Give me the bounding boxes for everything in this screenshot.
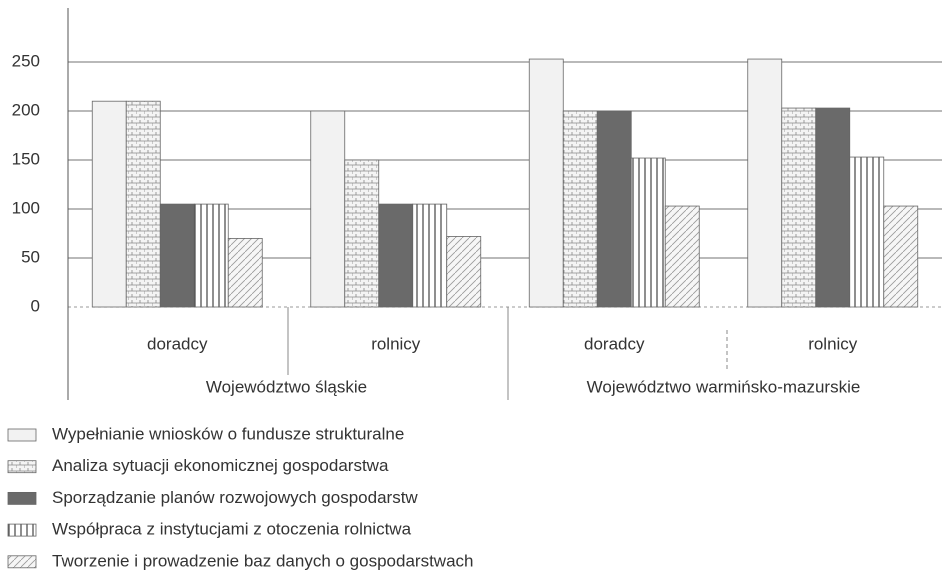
bar	[125, 100, 161, 308]
x-tick-label: rolnicy	[371, 334, 421, 353]
bars	[91, 58, 919, 308]
x-tick-label: doradcy	[147, 334, 208, 353]
group-label: Województwo śląskie	[206, 377, 367, 396]
bar	[227, 237, 263, 308]
legend-label: Wypełnianie wniosków o fundusze struktur…	[52, 424, 404, 443]
bar	[159, 203, 195, 308]
y-tick-label: 0	[31, 296, 40, 315]
legend-label: Tworzenie i prowadzenie baz danych o gos…	[52, 551, 473, 570]
bar	[562, 110, 598, 308]
bar	[446, 236, 482, 308]
bar	[630, 157, 666, 308]
bar	[883, 205, 919, 308]
bar	[664, 205, 700, 308]
legend-label: Sporządzanie planów rozwojowych gospodar…	[52, 488, 418, 507]
bar	[193, 203, 229, 308]
bar	[596, 110, 632, 308]
bar	[781, 107, 817, 308]
bar	[528, 58, 564, 308]
bar	[815, 107, 851, 308]
y-tick-label: 200	[12, 100, 40, 119]
bar	[344, 159, 380, 308]
legend-label: Współpraca z instytucjami z otoczenia ro…	[52, 520, 412, 539]
legend-swatch	[7, 460, 37, 474]
y-tick-label: 100	[12, 198, 40, 217]
legend-label: Analiza sytuacji ekonomicznej gospodarst…	[52, 456, 389, 475]
bar	[378, 203, 414, 308]
y-tick-label: 250	[12, 51, 40, 70]
y-tick-label: 150	[12, 149, 40, 168]
legend-swatch	[7, 523, 37, 537]
x-tick-label: rolnicy	[808, 334, 858, 353]
legend-swatch	[7, 428, 37, 442]
x-tick-label: doradcy	[584, 334, 645, 353]
bar	[849, 156, 885, 308]
bar	[412, 203, 448, 308]
legend-swatch	[7, 491, 37, 505]
y-tick-label: 50	[21, 247, 40, 266]
legend-swatch	[7, 555, 37, 569]
bar	[91, 100, 127, 308]
bar	[747, 58, 783, 308]
group-label: Województwo warmińsko-mazurskie	[587, 377, 861, 396]
bar	[310, 110, 346, 308]
